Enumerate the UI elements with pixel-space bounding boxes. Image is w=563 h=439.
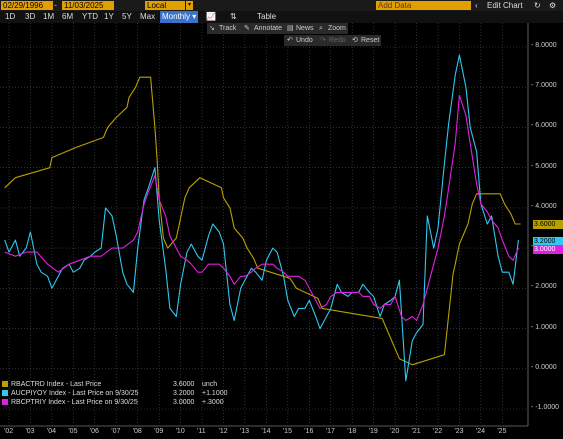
legend-value-rbc: 3.0000: [173, 399, 195, 406]
x-tick-label: '16: [304, 428, 314, 435]
legend-row-auc[interactable]: AUCPIYOY Index - Last Price on 9/30/25 3…: [2, 389, 247, 398]
y-tick-label: - 7.0000: [531, 82, 557, 90]
legend-name-rba: RBACTRD Index - Last Price: [11, 381, 102, 388]
settings-icon[interactable]: ⚙: [549, 1, 557, 10]
y-tick-label: - 8.0000: [531, 42, 557, 49]
period-1y[interactable]: 1Y: [104, 12, 114, 21]
redo-icon[interactable]: ↷: [320, 37, 326, 44]
period-3d[interactable]: 3D: [25, 12, 36, 21]
period-bar: [0, 11, 563, 23]
frequency-select[interactable]: Monthly ▾: [160, 11, 199, 23]
annotate-button[interactable]: Annotate: [254, 25, 283, 32]
period-ytd[interactable]: YTD: [82, 12, 98, 21]
period-5y[interactable]: 5Y: [122, 12, 132, 21]
period-1d[interactable]: 1D: [5, 12, 16, 21]
x-tick-label: '05: [68, 428, 78, 435]
end-date-input[interactable]: 11/03/2025: [62, 1, 114, 10]
back-icon[interactable]: ‹: [475, 1, 478, 10]
legend-swatch-rbc: [2, 399, 8, 405]
x-tick-label: '25: [497, 428, 507, 435]
x-tick-label: '13: [239, 428, 250, 435]
currency-dropdown-icon[interactable]: ▾: [186, 1, 193, 10]
news-icon[interactable]: ▤: [287, 25, 294, 32]
chart-type-icon[interactable]: ⇅: [230, 12, 237, 21]
y-tick-label: - 1.0000: [531, 323, 557, 331]
y-tick-label: - 4.0000: [531, 202, 557, 210]
zoom-button[interactable]: Zoom: [328, 25, 346, 32]
top-toolbar: 02/29/1996 - 11/03/2025 Local CCY ▾ Add …: [0, 0, 563, 19]
y-tick-label: - 0.0000: [531, 363, 557, 371]
x-tick-label: '06: [89, 428, 99, 435]
series-lines: [4, 54, 521, 382]
x-tick-label: '18: [347, 428, 357, 435]
reset-button[interactable]: Reset: [361, 37, 380, 44]
legend-value-rba: 3.6000: [173, 381, 195, 388]
x-tick-label: '11: [197, 428, 206, 435]
x-tick-label: '23: [454, 428, 464, 435]
line-chart-icon[interactable]: 📈: [206, 12, 216, 21]
redo-button[interactable]: Redo: [329, 37, 346, 44]
legend: RBACTRD Index - Last Price 3.6000 unch A…: [2, 380, 247, 407]
legend-change-rbc: +.3000: [202, 399, 224, 406]
x-tick-label: '21: [411, 428, 421, 435]
last-value-rba: 3.6000: [533, 220, 563, 229]
news-button[interactable]: News: [296, 25, 314, 32]
x-tick-label: '02: [4, 428, 14, 435]
legend-swatch-auc: [2, 390, 8, 396]
refresh-icon[interactable]: ↻: [534, 1, 541, 10]
period-6m[interactable]: 6M: [62, 12, 74, 21]
x-tick-label: '14: [261, 428, 271, 435]
x-tick-label: '03: [25, 428, 35, 435]
undo-button[interactable]: Undo: [296, 37, 313, 44]
x-tick-label: '07: [111, 428, 121, 435]
y-tick-label: - 5.0000: [531, 162, 557, 170]
legend-name-auc: AUCPIYOY Index - Last Price on 9/30/25: [11, 390, 139, 397]
last-value-rbc: 3.0000: [533, 245, 563, 254]
x-tick-label: '24: [475, 428, 486, 435]
x-tick-label: '20: [390, 428, 400, 435]
x-tick-label: '12: [218, 428, 228, 435]
track-icon[interactable]: ↘: [209, 25, 215, 32]
date-separator: -: [54, 0, 57, 10]
last-value-auc: 3.2000: [533, 237, 563, 246]
x-tick-label: '04: [46, 428, 57, 435]
legend-row-rba[interactable]: RBACTRD Index - Last Price 3.6000 unch: [2, 380, 247, 389]
y-tick-label: - -1.0000: [531, 404, 560, 411]
edit-chart-button[interactable]: Edit Chart: [487, 1, 523, 10]
chart-tools-bar: [207, 23, 348, 34]
x-tick-label: '10: [175, 428, 185, 435]
undo-icon[interactable]: ↶: [287, 37, 293, 44]
grid: [0, 23, 529, 427]
x-tick-label: '19: [368, 428, 378, 435]
x-tick-label: '08: [132, 428, 142, 435]
annotate-icon[interactable]: ✎: [244, 25, 250, 32]
y-tick-label: - 6.0000: [531, 122, 557, 130]
chart[interactable]: [0, 23, 563, 439]
period-1m[interactable]: 1M: [43, 12, 55, 21]
x-tick-label: '15: [282, 428, 292, 435]
series-line-rbc: [4, 94, 519, 322]
x-tick-label: '22: [433, 428, 443, 435]
series-line-auc: [4, 54, 519, 382]
x-tick-label: '09: [154, 428, 164, 435]
table-button[interactable]: Table: [257, 12, 277, 21]
x-tick-label: '17: [325, 428, 335, 435]
legend-value-auc: 3.2000: [173, 390, 195, 397]
legend-change-auc: +1.1000: [202, 390, 228, 397]
period-max[interactable]: Max: [140, 12, 156, 21]
legend-row-rbc[interactable]: RBCPTRIY Index - Last Price on 9/30/25 3…: [2, 398, 247, 407]
zoom-icon[interactable]: ⌕: [319, 25, 323, 32]
history-tools-bar: [284, 35, 381, 46]
y-tick-label: - 2.0000: [531, 283, 557, 291]
series-line-rba: [4, 76, 521, 366]
legend-swatch-rba: [2, 381, 8, 387]
legend-name-rbc: RBCPTRIY Index - Last Price on 9/30/25: [11, 399, 138, 406]
currency-select[interactable]: Local CCY: [145, 1, 185, 19]
reset-icon[interactable]: ⟲: [352, 37, 358, 44]
track-button[interactable]: Track: [219, 25, 237, 32]
start-date-input[interactable]: 02/29/1996: [1, 1, 53, 10]
add-data-input[interactable]: Add Data: [376, 1, 471, 10]
legend-change-rba: unch: [202, 381, 218, 388]
